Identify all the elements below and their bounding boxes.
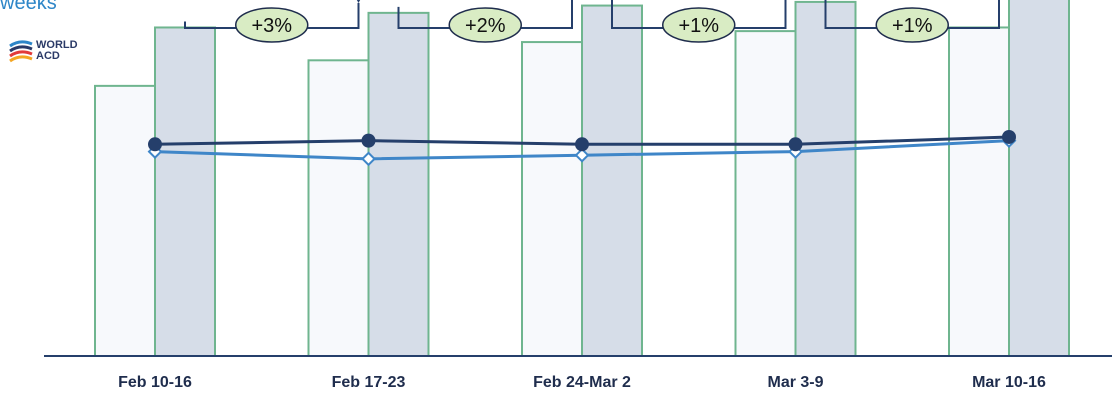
bar-current-2 — [581, 4, 643, 357]
bar-prev-1 — [307, 59, 370, 358]
logo-line-2: ACD — [36, 50, 60, 62]
bar-current-0 — [154, 26, 216, 358]
marker-light-2 — [574, 147, 590, 163]
bar-prev-4 — [948, 26, 1010, 358]
change-label-1: +2% — [465, 15, 506, 37]
logo-line-1: WORLD — [36, 39, 78, 51]
x-tick-label-0: Feb 10-16 — [118, 374, 192, 391]
change-arrowhead-0 — [356, 0, 361, 3]
change-badge-2 — [662, 7, 736, 43]
bar-current-4 — [1008, 0, 1070, 357]
bar-prev-3 — [734, 30, 797, 357]
x-tick-label-3: Mar 3-9 — [767, 374, 823, 391]
logo-text: WORLD ACD — [36, 40, 78, 62]
change-label-0: +3% — [251, 15, 292, 37]
bar-current-3 — [794, 0, 857, 358]
change-label-2: +1% — [678, 15, 719, 37]
change-label-3: +1% — [892, 15, 933, 37]
change-badge-0 — [235, 7, 309, 43]
marker-dark-2 — [575, 137, 589, 152]
x-tick-label-4: Mar 10-16 — [972, 374, 1046, 391]
x-tick-label-2: Feb 24-Mar 2 — [533, 374, 631, 391]
marker-dark-3 — [788, 137, 803, 152]
change-badge-1 — [448, 7, 522, 43]
marker-light-1 — [361, 151, 376, 167]
bar-prev-0 — [94, 84, 156, 358]
bar-current-1 — [367, 11, 430, 358]
chart-title: weeks — [0, 0, 57, 14]
change-badge-3 — [875, 7, 949, 43]
marker-dark-4 — [1002, 129, 1016, 144]
marker-dark-0 — [148, 137, 162, 152]
marker-dark-1 — [361, 133, 376, 148]
world-acd-logo — [9, 40, 33, 63]
x-tick-label-1: Feb 17-23 — [332, 374, 406, 391]
bar-prev-2 — [521, 41, 583, 357]
